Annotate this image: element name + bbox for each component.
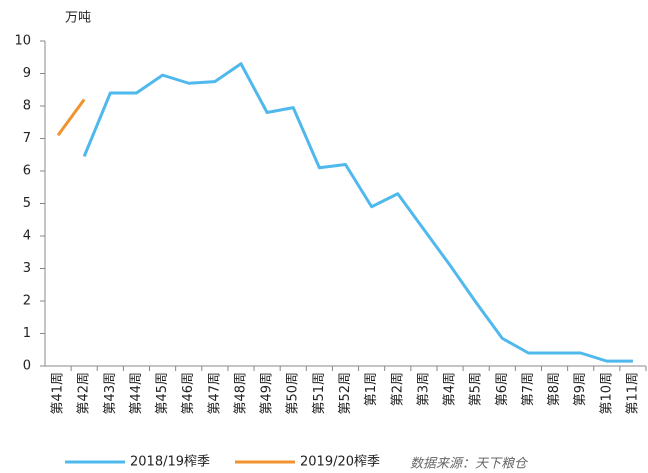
y-tick-label: 5 — [23, 196, 31, 211]
y-tick-label: 6 — [23, 164, 31, 179]
x-tick-label: 第47周 — [207, 372, 222, 415]
source-note: 数据来源：天下粮仓 — [410, 457, 529, 472]
x-tick-label: 第5周 — [469, 372, 484, 406]
x-tick-label: 第49周 — [260, 372, 275, 415]
x-tick-label: 第45周 — [155, 372, 170, 415]
y-tick-label: 2 — [23, 294, 31, 309]
y-tick-label: 1 — [23, 326, 31, 341]
x-tick-label: 第51周 — [312, 372, 327, 415]
x-tick-label: 第2周 — [390, 372, 405, 406]
x-tick-label: 第50周 — [286, 372, 301, 415]
x-tick-label: 第43周 — [103, 372, 118, 415]
x-tick-label: 第52周 — [338, 372, 353, 415]
y-tick-label: 9 — [23, 66, 31, 81]
x-tick-label: 第46周 — [181, 372, 196, 415]
y-tick-label: 10 — [14, 34, 31, 49]
series-line — [56, 98, 86, 137]
x-tick-label: 第1周 — [364, 372, 379, 406]
x-tick-label: 第4周 — [443, 372, 458, 406]
x-tick-label: 第42周 — [77, 372, 92, 415]
y-tick-label: 3 — [23, 261, 31, 276]
x-tick-label: 第7周 — [521, 372, 536, 406]
y-axis-label: 万吨 — [65, 11, 91, 26]
x-tick-label: 第6周 — [495, 372, 510, 406]
x-tick-label: 第48周 — [233, 372, 248, 415]
x-tick-label: 第8周 — [547, 372, 562, 406]
legend-label: 2018/19榨季 — [130, 454, 210, 470]
legend-label: 2019/20榨季 — [300, 454, 380, 470]
y-tick-label: 0 — [23, 359, 31, 374]
x-tick-label: 第44周 — [129, 372, 144, 415]
y-tick-label: 7 — [23, 131, 31, 146]
x-tick-label: 第11周 — [625, 372, 640, 415]
y-tick-label: 4 — [23, 229, 31, 244]
series-line — [82, 62, 633, 363]
x-tick-label: 第9周 — [573, 372, 588, 406]
x-tick-label: 第3周 — [416, 372, 431, 406]
x-tick-label: 第41周 — [51, 372, 66, 415]
x-tick-label: 第10周 — [599, 372, 614, 415]
y-tick-label: 8 — [23, 99, 31, 114]
